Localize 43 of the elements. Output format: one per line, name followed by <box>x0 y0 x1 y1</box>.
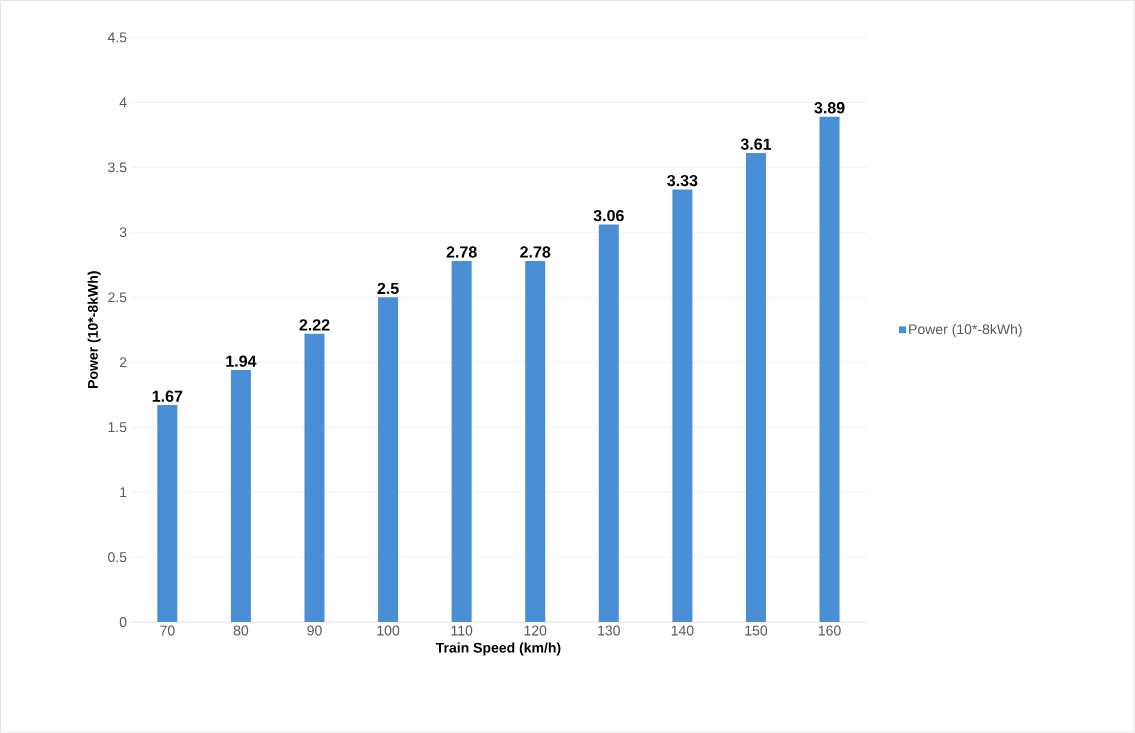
x-tick-label: 80 <box>233 625 249 636</box>
data-label: 3.89 <box>814 102 845 114</box>
bar <box>378 297 399 623</box>
bar <box>304 333 325 623</box>
bar <box>672 189 693 623</box>
x-tick-label: 110 <box>451 625 473 636</box>
legend-label: Power (10*-8kWh) <box>909 324 1022 338</box>
y-tick-label: 4 <box>119 97 127 108</box>
y-tick-label: 3.5 <box>108 162 127 173</box>
data-label: 3.61 <box>740 138 772 151</box>
data-label: 2.22 <box>299 319 330 331</box>
x-tick-label: 140 <box>671 625 694 636</box>
y-tick-label: 0 <box>119 617 127 628</box>
y-tick-label: 2.5 <box>108 292 127 303</box>
x-tick-label: 90 <box>307 625 322 636</box>
data-label: 2.5 <box>377 282 399 295</box>
y-tick-label: 3 <box>119 227 127 238</box>
x-tick-label: 120 <box>524 625 547 636</box>
bar <box>230 370 251 623</box>
x-axis-title: Train Speed (km/h) <box>435 642 561 656</box>
y-tick-label: 4.5 <box>107 32 127 43</box>
x-tick-label: 150 <box>745 625 768 636</box>
data-label: 1.67 <box>152 390 183 403</box>
x-tick-label: 160 <box>818 625 841 636</box>
x-tick-label: 100 <box>377 625 400 636</box>
y-tick-label: 1 <box>120 487 127 498</box>
data-label: 3.06 <box>593 210 624 222</box>
data-label: 1.94 <box>226 355 257 368</box>
data-label: 2.78 <box>520 246 551 258</box>
x-tick-label: 130 <box>598 625 620 636</box>
bar <box>819 116 840 623</box>
bar <box>598 224 619 623</box>
x-tick-label: 70 <box>160 625 175 636</box>
bar <box>745 153 766 623</box>
bar <box>451 261 472 623</box>
y-tick-label: 0.5 <box>108 552 127 563</box>
y-axis-title: Power (10*-8kWh) <box>87 271 101 389</box>
bar <box>157 405 178 623</box>
data-label: 3.33 <box>667 175 698 187</box>
bar <box>525 261 546 623</box>
y-tick-label: 1.5 <box>108 422 127 433</box>
y-tick-label: 2 <box>119 357 127 368</box>
data-label: 2.78 <box>446 246 477 258</box>
